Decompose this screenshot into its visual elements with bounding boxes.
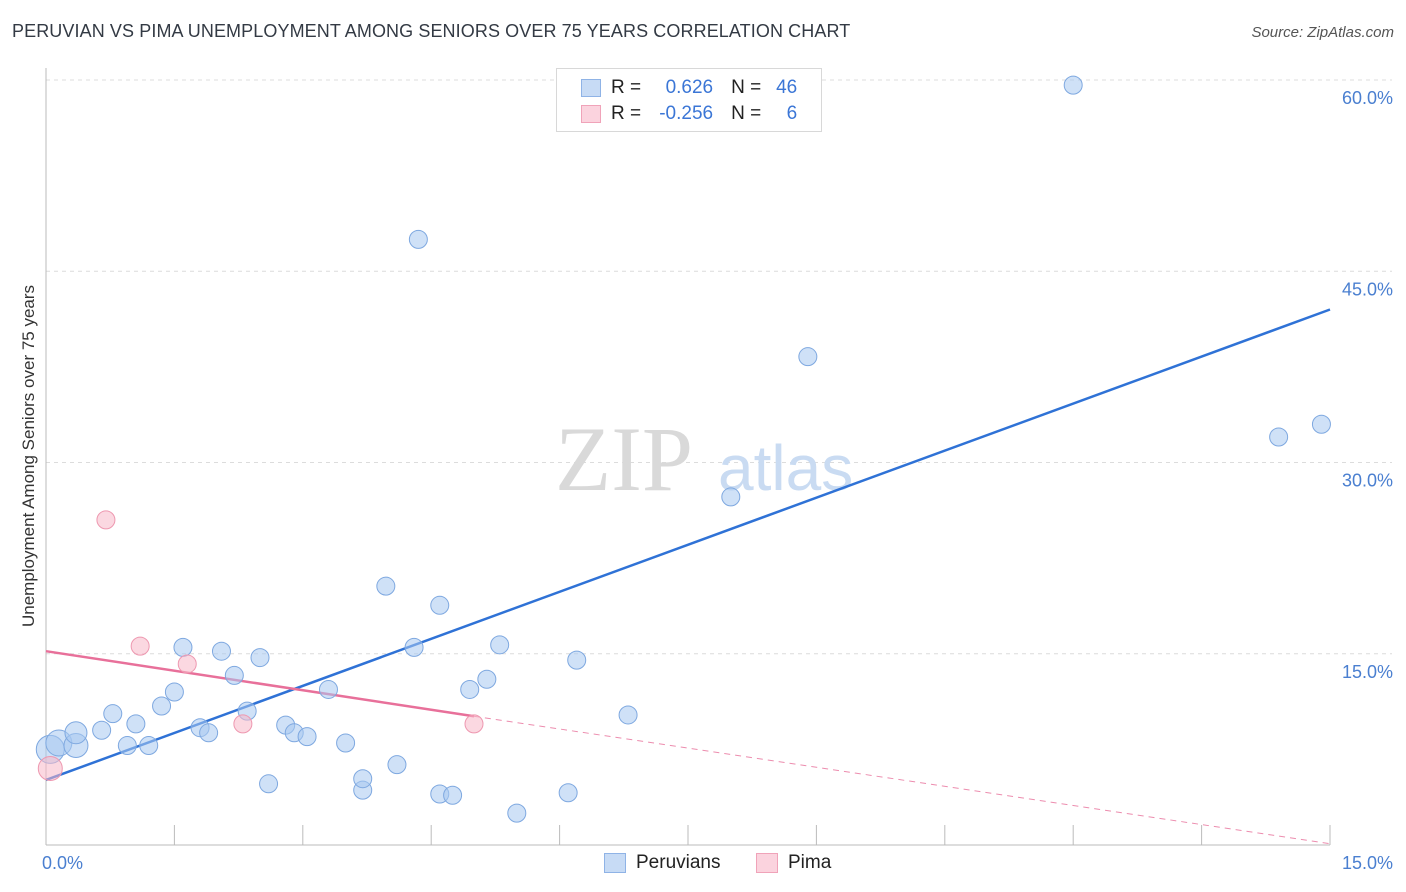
peruvians-point (164, 682, 184, 702)
peruvians-point (721, 487, 741, 507)
peruvians-point (404, 637, 424, 657)
peruvians-point (117, 736, 137, 756)
peruvians-point (460, 679, 480, 699)
series-legend: Peruvians Pima (0, 852, 1406, 876)
y-axis-title: Unemployment Among Seniors over 75 years (19, 285, 38, 627)
peruvians-point (199, 723, 219, 743)
peruvians-point (798, 347, 818, 367)
legend-n-label: N = (731, 77, 762, 98)
peruvians-point (387, 755, 407, 775)
y-tick-label: 15.0% (1342, 662, 1393, 682)
pima-point (96, 510, 116, 530)
peruvians-point (173, 637, 193, 657)
peruvians-point (1063, 75, 1083, 95)
legend-swatch-peruvians (581, 79, 601, 97)
legend-item-pima[interactable]: Pima (756, 852, 831, 874)
data-points (35, 75, 1331, 823)
pima-point (177, 654, 197, 674)
chart-title: PERUVIAN VS PIMA UNEMPLOYMENT AMONG SENI… (12, 21, 851, 41)
peruvians-point (224, 665, 244, 685)
watermark: ZIP atlas (555, 408, 853, 510)
peruvians-point (211, 641, 231, 661)
peruvians-point (139, 736, 159, 756)
x-tick-label: 0.0% (42, 853, 83, 873)
correlation-legend: R = 0.626 N = 46 R = -0.256 N = 6 (556, 68, 822, 132)
pima-point (233, 714, 253, 734)
peruvians-point (318, 679, 338, 699)
peruvians-point (477, 669, 497, 689)
peruvians-point (92, 720, 112, 740)
legend-r-value: -0.256 (659, 103, 714, 124)
peruvians-point (443, 785, 463, 805)
legend-r-value: 0.626 (665, 77, 714, 98)
legend-row-peruvians: R = 0.626 N = 46 (581, 77, 797, 99)
y-tick-label: 45.0% (1342, 279, 1393, 299)
peruvians-point (618, 705, 638, 725)
legend-label-pima: Pima (788, 852, 832, 873)
pima-trend-line (45, 649, 475, 718)
legend-swatch-pima (581, 105, 601, 123)
peruvians-point (259, 774, 279, 794)
peruvians-point (1311, 414, 1331, 434)
legend-n-label: N = (731, 103, 762, 124)
pima-point (464, 714, 484, 734)
peruvians-point (408, 229, 428, 249)
peruvians-point (376, 576, 396, 596)
peruvians-point (297, 727, 317, 747)
legend-n-value: 46 (776, 77, 798, 98)
watermark-zip: ZIP (555, 408, 693, 510)
legend-label-peruvians: Peruvians (636, 852, 721, 873)
pima-point (37, 756, 63, 781)
peruvians-point (126, 714, 146, 734)
legend-r-label: R = (611, 103, 642, 124)
peruvians-point (103, 704, 123, 724)
legend-item-peruvians[interactable]: Peruvians (604, 852, 721, 874)
legend-swatch-peruvians (604, 853, 626, 873)
peruvians-point (430, 595, 450, 615)
peruvians-point (152, 696, 172, 716)
y-tick-label: 60.0% (1342, 88, 1393, 108)
peruvians-point (64, 721, 88, 745)
legend-n-value: 6 (786, 103, 798, 124)
peruvians-point (1269, 427, 1289, 447)
peruvians-point (507, 803, 527, 823)
x-tick-label: 15.0% (1342, 853, 1393, 873)
pima-point (130, 636, 150, 656)
peruvians-trend-line (45, 308, 1331, 782)
peruvians-point (567, 650, 587, 670)
legend-row-pima: R = -0.256 N = 6 (581, 103, 797, 125)
peruvians-point (558, 783, 578, 803)
axes (45, 68, 1331, 846)
source-label: Source: ZipAtlas.com (1251, 24, 1394, 41)
peruvians-point (490, 635, 510, 655)
peruvians-point (250, 648, 270, 668)
y-tick-label: 30.0% (1342, 471, 1393, 491)
peruvians-point (336, 733, 356, 753)
pima-trend-extension (473, 715, 1331, 845)
grid-lines (46, 79, 1392, 655)
legend-r-label: R = (611, 77, 642, 98)
trend-lines (45, 308, 1331, 845)
legend-swatch-pima (756, 853, 778, 873)
tick-labels: 15.0% 30.0% 45.0% 60.0% 0.0% 15.0% Unemploymen… (19, 88, 1393, 873)
peruvians-point (353, 769, 373, 789)
